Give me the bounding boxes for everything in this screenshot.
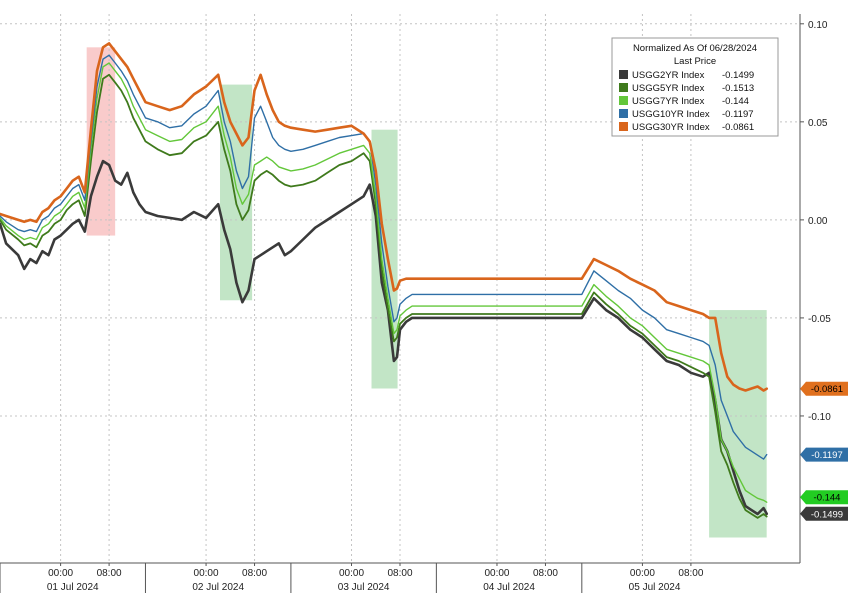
legend-swatch-1 (619, 70, 628, 79)
last-value-tag-bg (800, 490, 848, 505)
last-value-tag-text: -0.144 (814, 493, 841, 504)
y-tick-label-5: -0.10 (808, 412, 831, 423)
x-date-label-2: 02 Jul 2024 (192, 582, 244, 593)
legend-title: Normalized As Of 06/28/2024 (633, 43, 757, 54)
legend-swatch-3 (619, 96, 628, 105)
last-value-tag-usgg2yr-index: -0.1499 (800, 506, 848, 521)
x-date-label-3: 03 Jul 2024 (338, 582, 390, 593)
y-tick-label-1: 0.10 (808, 20, 828, 31)
legend-series-name-2: USGG5YR Index (632, 83, 705, 94)
x-tick-label-8: 08:00 (533, 568, 558, 579)
y-tick-label-2: 0.05 (808, 118, 828, 129)
x-date-label-5: 05 Jul 2024 (629, 582, 681, 593)
legend-series-name-4: USGG10YR Index (632, 109, 710, 120)
legend-swatch-2 (619, 83, 628, 92)
last-value-tag-text: -0.0861 (811, 384, 843, 395)
x-tick-label-6: 08:00 (387, 568, 412, 579)
series-line-usgg10yr-index (0, 54, 768, 460)
legend-swatch-4 (619, 109, 628, 118)
last-value-labels: -0.1499 -0.144 -0.1197 -0.0861 (800, 381, 848, 521)
series-lines (0, 42, 768, 519)
last-value-tag-usgg30yr-index: -0.0861 (800, 381, 848, 396)
legend-series-value-4: -0.1197 (722, 109, 754, 120)
last-value-tag-usgg7yr-index: -0.144 (800, 490, 848, 505)
legend-series-value-2: -0.1513 (722, 83, 754, 94)
legend-series-name-5: USGG30YR Index (632, 122, 710, 133)
last-value-tag-bg (800, 447, 848, 462)
x-tick-label-5: 00:00 (339, 568, 364, 579)
y-tick-label-3: 0.00 (808, 216, 828, 227)
x-tick-label-4: 08:00 (242, 568, 267, 579)
x-tick-label-10: 08:00 (678, 568, 703, 579)
legend-subtitle: Last Price (674, 56, 716, 67)
legend-series-value-1: -0.1499 (722, 70, 754, 81)
last-value-tag-text: -0.1499 (811, 509, 843, 520)
legend-entries: USGG2YR Index -0.1499 USGG5YR Index -0.1513… (619, 70, 754, 133)
legend-series-value-5: -0.0861 (722, 122, 754, 133)
x-date-label-1: 01 Jul 2024 (47, 582, 99, 593)
legend-swatch-5 (619, 122, 628, 131)
legend: Normalized As Of 06/28/2024 Last Price U… (611, 37, 779, 137)
series-line-usgg30yr-index (0, 42, 768, 392)
x-tick-label-1: 00:00 (48, 568, 73, 579)
x-tick-label-2: 08:00 (97, 568, 122, 579)
x-tick-label-7: 00:00 (484, 568, 509, 579)
highlight-band-2 (220, 84, 253, 301)
legend-box (611, 37, 779, 137)
y-tick-label-4: -0.05 (808, 314, 831, 325)
series-line-usgg7yr-index (0, 62, 768, 503)
legend-series-name-3: USGG7YR Index (632, 96, 705, 107)
last-value-tag-bg (800, 381, 848, 396)
legend-series-name-1: USGG2YR Index (632, 70, 705, 81)
x-tick-label-3: 00:00 (194, 568, 219, 579)
axes: 0.10 0.05 0.00 -0.05 -0.10 00:00 08:00 00:00 08:… (0, 14, 831, 593)
x-tick-label-9: 00:00 (630, 568, 655, 579)
series-line-usgg2yr-index (0, 159, 768, 516)
x-date-label-4: 04 Jul 2024 (483, 582, 535, 593)
last-value-tag-text: -0.1197 (811, 450, 843, 461)
last-value-tag-usgg10yr-index: -0.1197 (800, 447, 848, 462)
series-line-usgg5yr-index (0, 73, 768, 519)
legend-series-value-3: -0.144 (722, 96, 749, 107)
last-value-tag-bg (800, 506, 848, 521)
